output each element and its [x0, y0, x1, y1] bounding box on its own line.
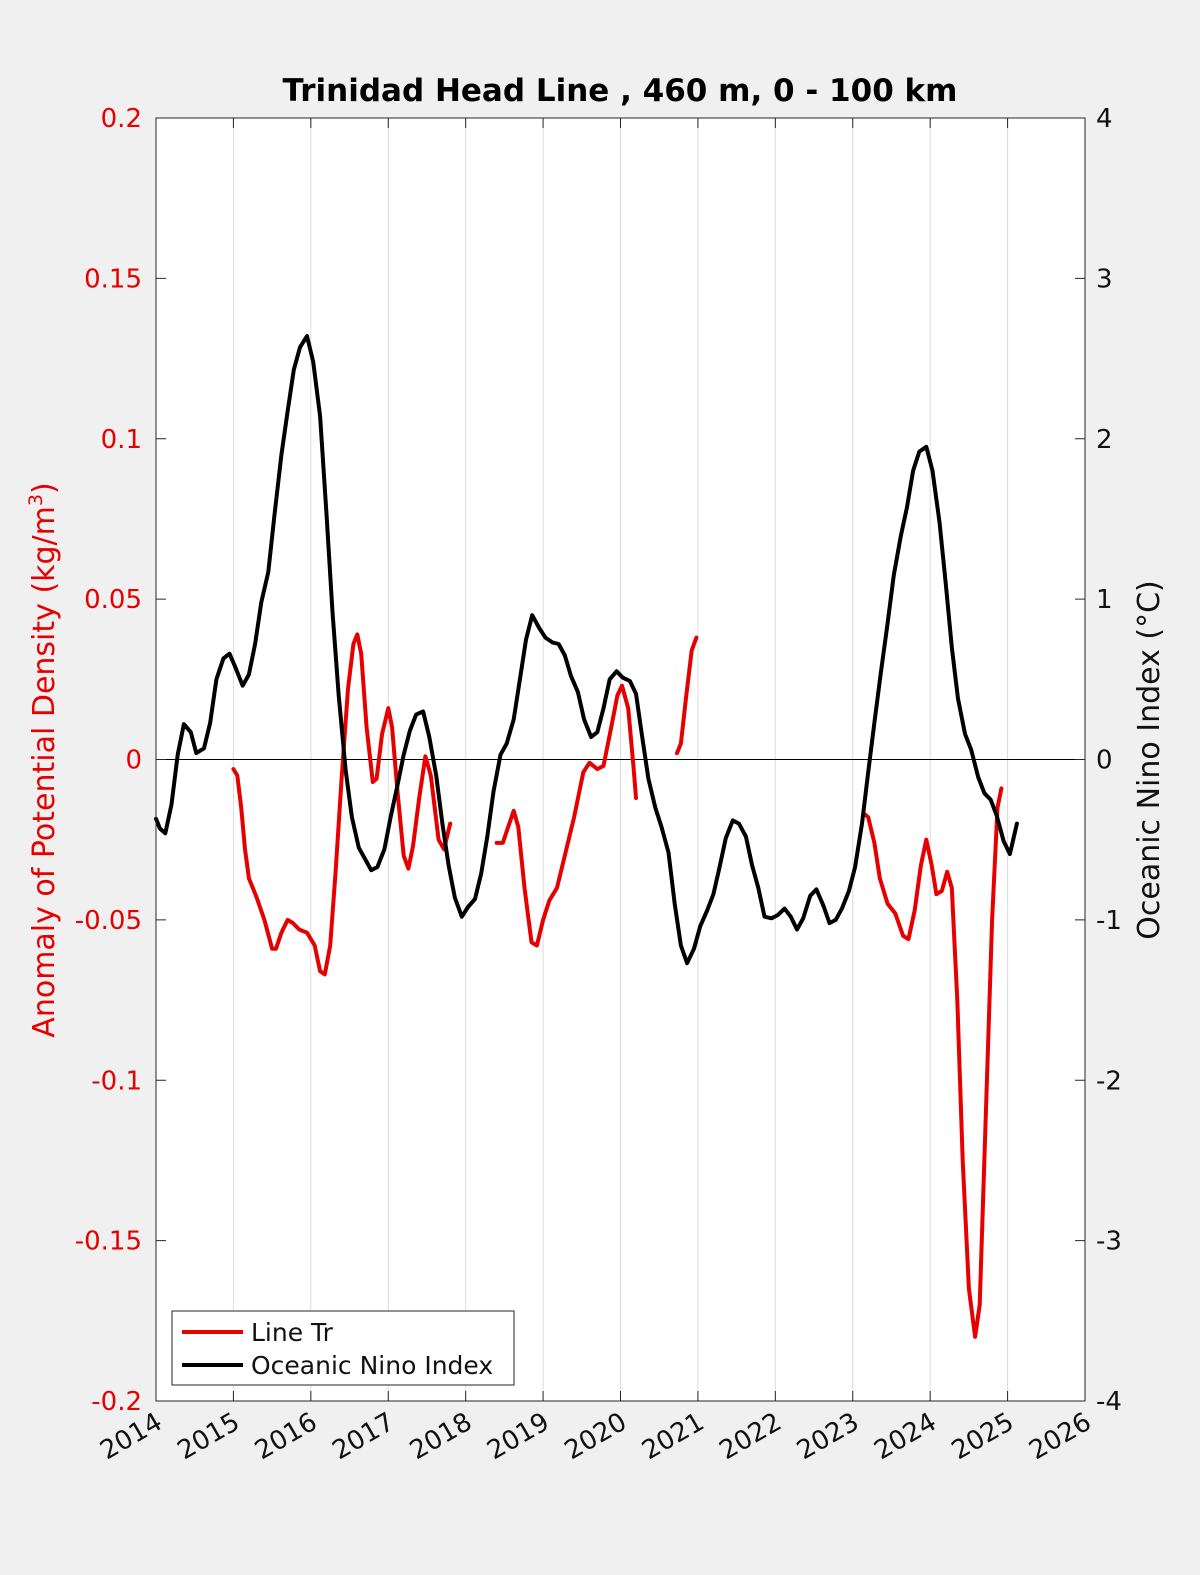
y-right-tick-label: 0 — [1096, 746, 1113, 776]
y-left-tick-label: -0.1 — [91, 1066, 142, 1096]
legend-label-line-tr: Line Tr — [251, 1318, 334, 1347]
series-line-line-tr — [494, 683, 638, 948]
x-tick-label: 2023 — [792, 1407, 864, 1466]
y-axis-left-label: Anomaly of Potential Density (kg/m3) — [25, 482, 62, 1037]
x-tick-label: 2020 — [560, 1407, 632, 1466]
y-axis-left-label-superscript: 3 — [25, 494, 47, 506]
y-right-tick-label: 2 — [1096, 425, 1113, 455]
series-line-line-tr — [675, 635, 699, 756]
series-line-line-tr — [862, 786, 1004, 1339]
legend-box — [171, 1310, 515, 1386]
x-tick-label: 2015 — [173, 1407, 245, 1466]
y-left-tick-label: -0.2 — [91, 1387, 142, 1417]
x-tick-label: 2016 — [250, 1407, 322, 1466]
legend: Line Tr Oceanic Nino Index — [171, 1310, 515, 1386]
series-line-oceanic-nino-index — [154, 334, 1019, 966]
tick-marks — [155, 117, 1086, 1402]
x-tick-label: 2017 — [327, 1407, 399, 1466]
y-axis-right-label: Oceanic Nino Index (°C) — [1132, 580, 1167, 940]
y-left-tick-label: 0.1 — [101, 425, 142, 455]
x-tick-label: 2024 — [869, 1407, 941, 1466]
y-axis-left-label-main: Anomaly of Potential Density (kg/m — [27, 506, 62, 1038]
y-left-tick-label: -0.05 — [75, 906, 142, 936]
x-tick-label: 2025 — [947, 1407, 1019, 1466]
y-right-tick-label: 4 — [1096, 104, 1113, 134]
x-tick-label: 2018 — [405, 1407, 477, 1466]
y-right-tick-label: -3 — [1096, 1227, 1122, 1257]
x-tick-label: 2026 — [1024, 1407, 1096, 1466]
y-left-tick-label: 0 — [125, 746, 142, 776]
y-axis-left-label-close: ) — [27, 482, 62, 494]
x-tick-label: 2019 — [482, 1407, 554, 1466]
y-right-tick-label: -4 — [1096, 1387, 1122, 1417]
series-layer — [154, 334, 1019, 1339]
chart-title: Trinidad Head Line , 460 m, 0 - 100 km — [283, 73, 958, 109]
y-left-tick-label: 0.05 — [84, 585, 142, 615]
y-right-tick-label: -2 — [1096, 1066, 1122, 1096]
x-tick-label: 2022 — [715, 1407, 787, 1466]
series-line-line-tr — [231, 632, 453, 977]
y-left-tick-label: -0.15 — [75, 1227, 142, 1257]
y-right-tick-label: 3 — [1096, 264, 1113, 294]
x-tick-label: 2021 — [637, 1407, 709, 1466]
legend-label-oni: Oceanic Nino Index — [251, 1351, 493, 1380]
y-left-tick-label: 0.15 — [84, 264, 142, 294]
y-right-tick-label: 1 — [1096, 585, 1113, 615]
y-right-tick-label: -1 — [1096, 906, 1122, 936]
y-left-tick-label: 0.2 — [101, 104, 142, 134]
